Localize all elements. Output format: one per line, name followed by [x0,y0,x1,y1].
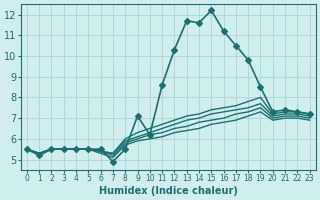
X-axis label: Humidex (Indice chaleur): Humidex (Indice chaleur) [99,186,238,196]
